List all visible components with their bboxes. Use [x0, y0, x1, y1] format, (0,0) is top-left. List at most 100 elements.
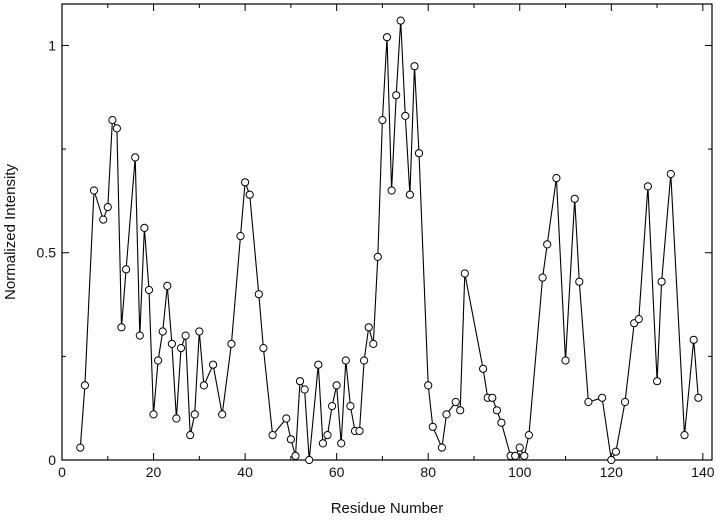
- data-point: [99, 215, 108, 224]
- data-point: [584, 397, 593, 407]
- data-point: [140, 223, 149, 232]
- data-point: [680, 431, 689, 440]
- x-tick-label: 120: [600, 464, 624, 480]
- data-point: [378, 116, 387, 125]
- data-point: [611, 447, 621, 456]
- x-tick-label: 60: [329, 464, 345, 480]
- data-point: [305, 455, 314, 465]
- data-point: [369, 339, 378, 348]
- data-point: [291, 451, 300, 460]
- data-point: [186, 431, 195, 440]
- data-point: [488, 393, 497, 402]
- data-point: [167, 339, 176, 348]
- data-point: [405, 190, 414, 199]
- data-point: [643, 182, 653, 191]
- data-point: [241, 178, 250, 187]
- series-line: [79, 20, 699, 462]
- data-point: [328, 402, 337, 411]
- data-point: [332, 381, 341, 390]
- data-point: [346, 402, 355, 411]
- data-point: [360, 356, 369, 365]
- x-tick-label: 40: [237, 464, 253, 480]
- data-point: [341, 356, 350, 365]
- data-point: [520, 451, 529, 460]
- data-point: [80, 381, 90, 390]
- data-point: [209, 360, 218, 369]
- data-point: [323, 431, 332, 440]
- data-point: [561, 356, 570, 365]
- data-point: [387, 186, 396, 195]
- data-point: [456, 406, 465, 415]
- data-point: [442, 410, 451, 419]
- data-point: [543, 240, 552, 249]
- data-point: [414, 149, 424, 158]
- data-point: [460, 269, 469, 278]
- x-axis-label: Residue Number: [331, 500, 444, 517]
- data-point: [286, 435, 295, 444]
- data-point: [396, 16, 405, 25]
- data-point: [634, 315, 643, 324]
- data-point: [295, 377, 305, 386]
- data-point: [236, 232, 245, 241]
- data-point: [552, 174, 561, 183]
- data-point: [337, 439, 346, 448]
- y-tick-label: 0: [48, 452, 56, 468]
- data-point: [163, 281, 172, 290]
- data-point: [259, 344, 268, 353]
- data-point: [122, 265, 131, 274]
- data-point: [355, 426, 364, 436]
- x-tick-label: 80: [420, 464, 436, 480]
- data-point: [108, 116, 117, 125]
- x-axis-ticks: 0 20 40 60 80 100 120 140: [58, 4, 715, 480]
- data-point: [373, 252, 382, 261]
- data-point: [89, 186, 99, 195]
- data-point: [657, 277, 666, 286]
- data-point: [254, 290, 263, 299]
- data-point: [103, 203, 112, 212]
- data-point: [428, 422, 437, 431]
- data-point: [437, 443, 446, 452]
- data-point: [401, 111, 410, 121]
- data-point: [607, 455, 616, 465]
- x-tick-label: 100: [508, 464, 532, 480]
- plot-frame: [61, 3, 713, 461]
- data-point: [479, 364, 488, 373]
- data-point: [653, 377, 662, 386]
- data-point: [149, 410, 158, 419]
- data-point: [300, 385, 309, 394]
- data-point: [451, 397, 460, 407]
- data-point: [364, 323, 373, 332]
- data-point: [131, 153, 140, 162]
- data-point: [154, 356, 163, 365]
- data-point: [620, 397, 630, 407]
- y-axis-label: Normalized Intensity: [2, 164, 19, 300]
- data-point: [538, 273, 547, 282]
- data-point: [76, 443, 85, 452]
- data-point: [524, 431, 534, 440]
- x-tick-label: 0: [58, 464, 66, 480]
- data-point: [570, 194, 579, 203]
- data-point: [190, 410, 199, 419]
- data-point: [666, 169, 675, 179]
- x-tick-label: 140: [691, 464, 715, 480]
- y-tick-label: 0.5: [37, 245, 57, 261]
- data-point: [176, 344, 186, 353]
- data-point: [181, 331, 190, 340]
- data-point: [218, 410, 227, 419]
- data-point: [112, 124, 122, 133]
- data-point: [575, 277, 584, 286]
- data-point: [497, 418, 506, 427]
- data-point: [195, 327, 204, 336]
- data-point: [511, 451, 520, 460]
- data-point: [245, 190, 254, 199]
- data-point: [382, 33, 392, 42]
- data-point: [199, 381, 208, 390]
- data-point: [117, 323, 126, 332]
- series-points: [76, 16, 703, 465]
- x-tick-label: 20: [146, 464, 162, 480]
- data-point: [158, 327, 167, 336]
- y-tick-label: 1: [48, 37, 56, 53]
- data-point: [172, 414, 181, 423]
- data-point: [689, 335, 698, 344]
